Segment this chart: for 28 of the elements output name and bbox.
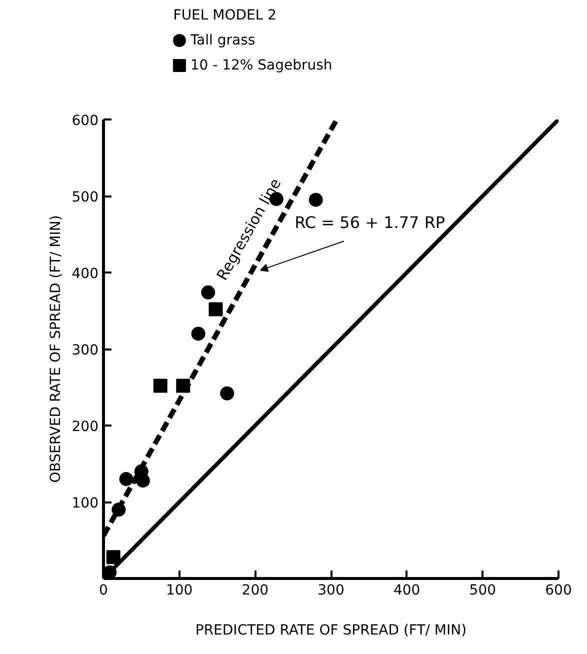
y-tick-label: 200 xyxy=(72,419,99,435)
point xyxy=(220,386,234,400)
x-tick-label: 400 xyxy=(393,582,420,598)
point xyxy=(136,474,150,488)
x-tick-label: 200 xyxy=(242,582,269,598)
point xyxy=(106,550,120,564)
x-tick-label: 600 xyxy=(545,582,572,598)
legend-title: FUEL MODEL 2 xyxy=(173,8,277,24)
x-tick-label: 500 xyxy=(469,582,496,598)
point xyxy=(208,302,223,316)
x-tick-label: 300 xyxy=(318,582,344,598)
y-tick-label: 400 xyxy=(72,266,99,282)
y-tick-label: 600 xyxy=(72,113,99,129)
y-tick-label: 100 xyxy=(72,496,99,512)
point xyxy=(201,285,216,300)
legend-label: Tall grass xyxy=(189,32,256,48)
x-tick-label: 100 xyxy=(166,582,193,598)
y-tick-label: 300 xyxy=(72,342,99,358)
y-axis-title: OBSERVED RATE OF SPREAD (FT/ MIN) xyxy=(48,215,64,483)
x-tick-label: 0 xyxy=(99,582,108,598)
point xyxy=(119,472,134,486)
annotation: RC = 56 + 1.77 RP xyxy=(294,212,446,232)
point xyxy=(153,378,168,393)
x-axis-title: PREDICTED RATE OF SPREAD (FT/ MIN) xyxy=(195,622,467,638)
legend-label: 10 - 12% Sagebrush xyxy=(190,58,332,74)
point xyxy=(191,326,206,341)
point xyxy=(308,192,323,207)
y-tick-label: 500 xyxy=(72,190,99,206)
